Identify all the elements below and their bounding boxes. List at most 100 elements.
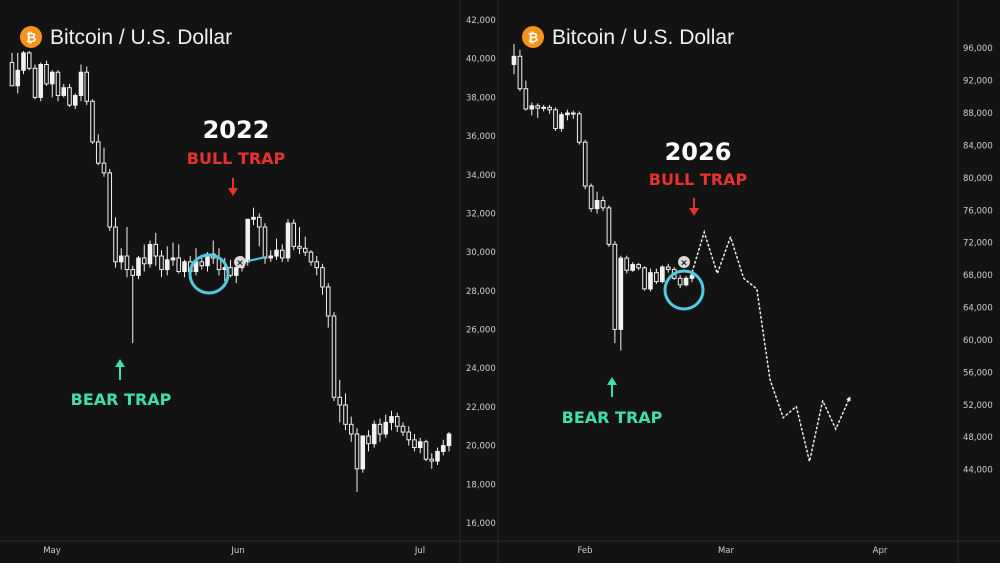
candle-body	[576, 113, 582, 143]
candle	[343, 393, 348, 431]
y-tick-label: 80,000	[963, 174, 993, 184]
candle-body	[153, 243, 159, 257]
candle-body	[523, 88, 529, 110]
y-tick-label: 56,000	[963, 368, 993, 378]
candle	[136, 256, 141, 280]
projection-path	[690, 229, 851, 462]
candle	[606, 205, 612, 247]
candle	[251, 207, 256, 226]
candle	[630, 262, 636, 272]
candle	[268, 250, 274, 262]
candle-body	[423, 441, 429, 460]
candle	[113, 217, 118, 268]
candle	[72, 93, 78, 109]
candle	[588, 183, 594, 212]
candle	[559, 112, 564, 132]
candle-body	[251, 216, 256, 220]
chart-2026: ₿ Bitcoin / U.S. Dollar 96,000 92,000 88,0…	[497, 0, 1000, 563]
candle-body	[440, 445, 446, 452]
candle	[435, 447, 440, 465]
candle-body	[648, 272, 653, 290]
candle-body	[630, 264, 636, 271]
candle	[118, 248, 124, 270]
candle-body	[535, 105, 541, 109]
candle-body	[308, 251, 314, 263]
candle	[21, 50, 26, 75]
candle	[354, 428, 360, 493]
y-tick-label: 36,000	[466, 132, 496, 142]
candle	[523, 80, 529, 111]
svg-text:×: ×	[680, 259, 688, 269]
candle-body	[320, 267, 325, 288]
candle-body	[624, 257, 630, 271]
candle-body	[435, 450, 440, 462]
candle-body	[67, 87, 72, 106]
x-tick-label: Jun	[230, 546, 244, 556]
candle	[389, 410, 394, 431]
candle-body	[101, 162, 107, 174]
candle-body	[84, 71, 90, 102]
candle	[38, 62, 44, 102]
candle-body	[659, 266, 665, 283]
bitcoin-icon	[522, 26, 544, 48]
candle-body	[182, 261, 187, 273]
candle-body	[302, 247, 308, 253]
candle-body	[95, 141, 101, 164]
bitcoin-icon-glyph: ₿	[26, 31, 37, 46]
candle-body	[141, 257, 147, 265]
candle-body	[677, 277, 683, 286]
candle	[291, 219, 297, 251]
y-tick-label: 68,000	[963, 271, 993, 281]
candle-body	[124, 255, 130, 271]
candle-body	[9, 62, 15, 87]
candle	[61, 83, 67, 98]
candle-body	[44, 63, 49, 85]
candle-body	[446, 433, 452, 447]
x-tick-label: Apr	[873, 546, 888, 556]
candle	[383, 414, 389, 438]
candle	[417, 437, 423, 454]
candle-body	[400, 425, 406, 433]
candle	[371, 420, 377, 448]
candle	[101, 147, 107, 177]
candle	[642, 266, 647, 291]
candle-body	[268, 255, 274, 259]
y-tick-label: 92,000	[963, 77, 993, 87]
close-marker-icon: ×	[678, 256, 690, 269]
candle-body	[541, 106, 547, 109]
candle-body	[406, 431, 412, 441]
y-tick-label: 64,000	[963, 304, 993, 314]
candle	[594, 191, 600, 214]
y-tick-label: 60,000	[963, 336, 993, 346]
candle	[366, 430, 371, 452]
candles	[511, 44, 695, 351]
candle-body	[15, 69, 21, 87]
highlight-circle	[188, 253, 230, 295]
candle	[233, 263, 239, 284]
candle	[15, 52, 21, 94]
candle-body	[164, 259, 170, 271]
bear-trap-label: BEAR TRAP	[71, 390, 172, 409]
candle	[95, 134, 101, 166]
candle-body	[136, 257, 141, 276]
candle	[400, 422, 406, 436]
candle-body	[600, 200, 606, 209]
y-tick-label: 26,000	[466, 326, 496, 336]
candle	[124, 227, 130, 278]
bitcoin-icon-glyph: ₿	[528, 31, 539, 46]
candle-body	[262, 226, 268, 259]
candle	[170, 242, 176, 266]
year-label: 2026	[665, 138, 732, 166]
y-tick-label: 40,000	[466, 55, 496, 65]
candle	[325, 283, 331, 328]
candle	[297, 227, 302, 255]
candle-body	[78, 71, 84, 96]
candle-body	[55, 71, 61, 96]
candle-body	[553, 109, 558, 129]
candle-body	[383, 421, 389, 435]
candle-body	[176, 257, 182, 273]
candle	[529, 102, 535, 116]
candle-body	[429, 458, 435, 462]
candle	[67, 83, 72, 108]
candle-body	[360, 435, 366, 470]
